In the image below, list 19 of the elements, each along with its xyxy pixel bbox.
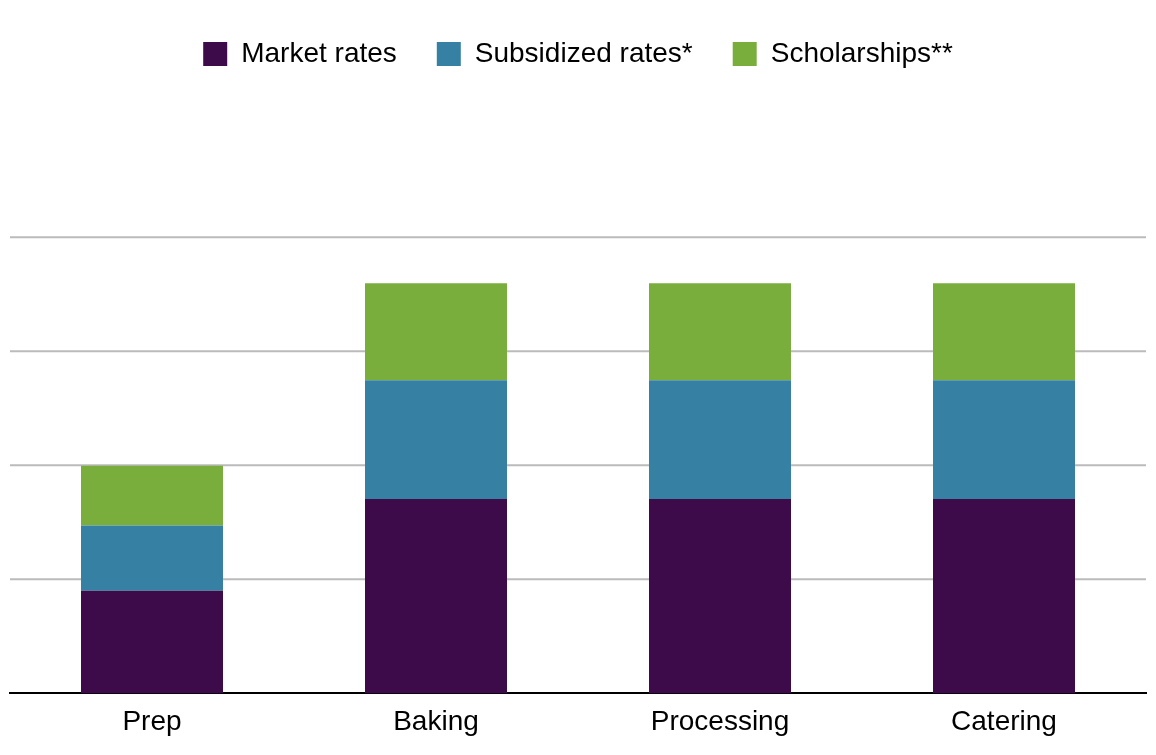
bar (933, 283, 1075, 381)
x-tick-label: Catering (951, 704, 1057, 736)
bar (81, 525, 223, 591)
bar (649, 380, 791, 499)
bar (649, 498, 791, 694)
x-tick-label: Prep (122, 704, 182, 736)
bar (365, 380, 507, 499)
bar (365, 498, 507, 694)
legend-label: Market rates (241, 36, 397, 68)
bar (933, 380, 1075, 499)
legend-label: Subsidized rates* (474, 36, 693, 68)
bar (81, 590, 223, 694)
bar (81, 465, 223, 526)
x-tick-label: Baking (393, 704, 479, 736)
legend-label: Scholarships** (770, 36, 953, 68)
bar (649, 283, 791, 381)
bar (933, 498, 1075, 694)
bar (365, 283, 507, 381)
x-tick-label: Processing (650, 704, 790, 736)
